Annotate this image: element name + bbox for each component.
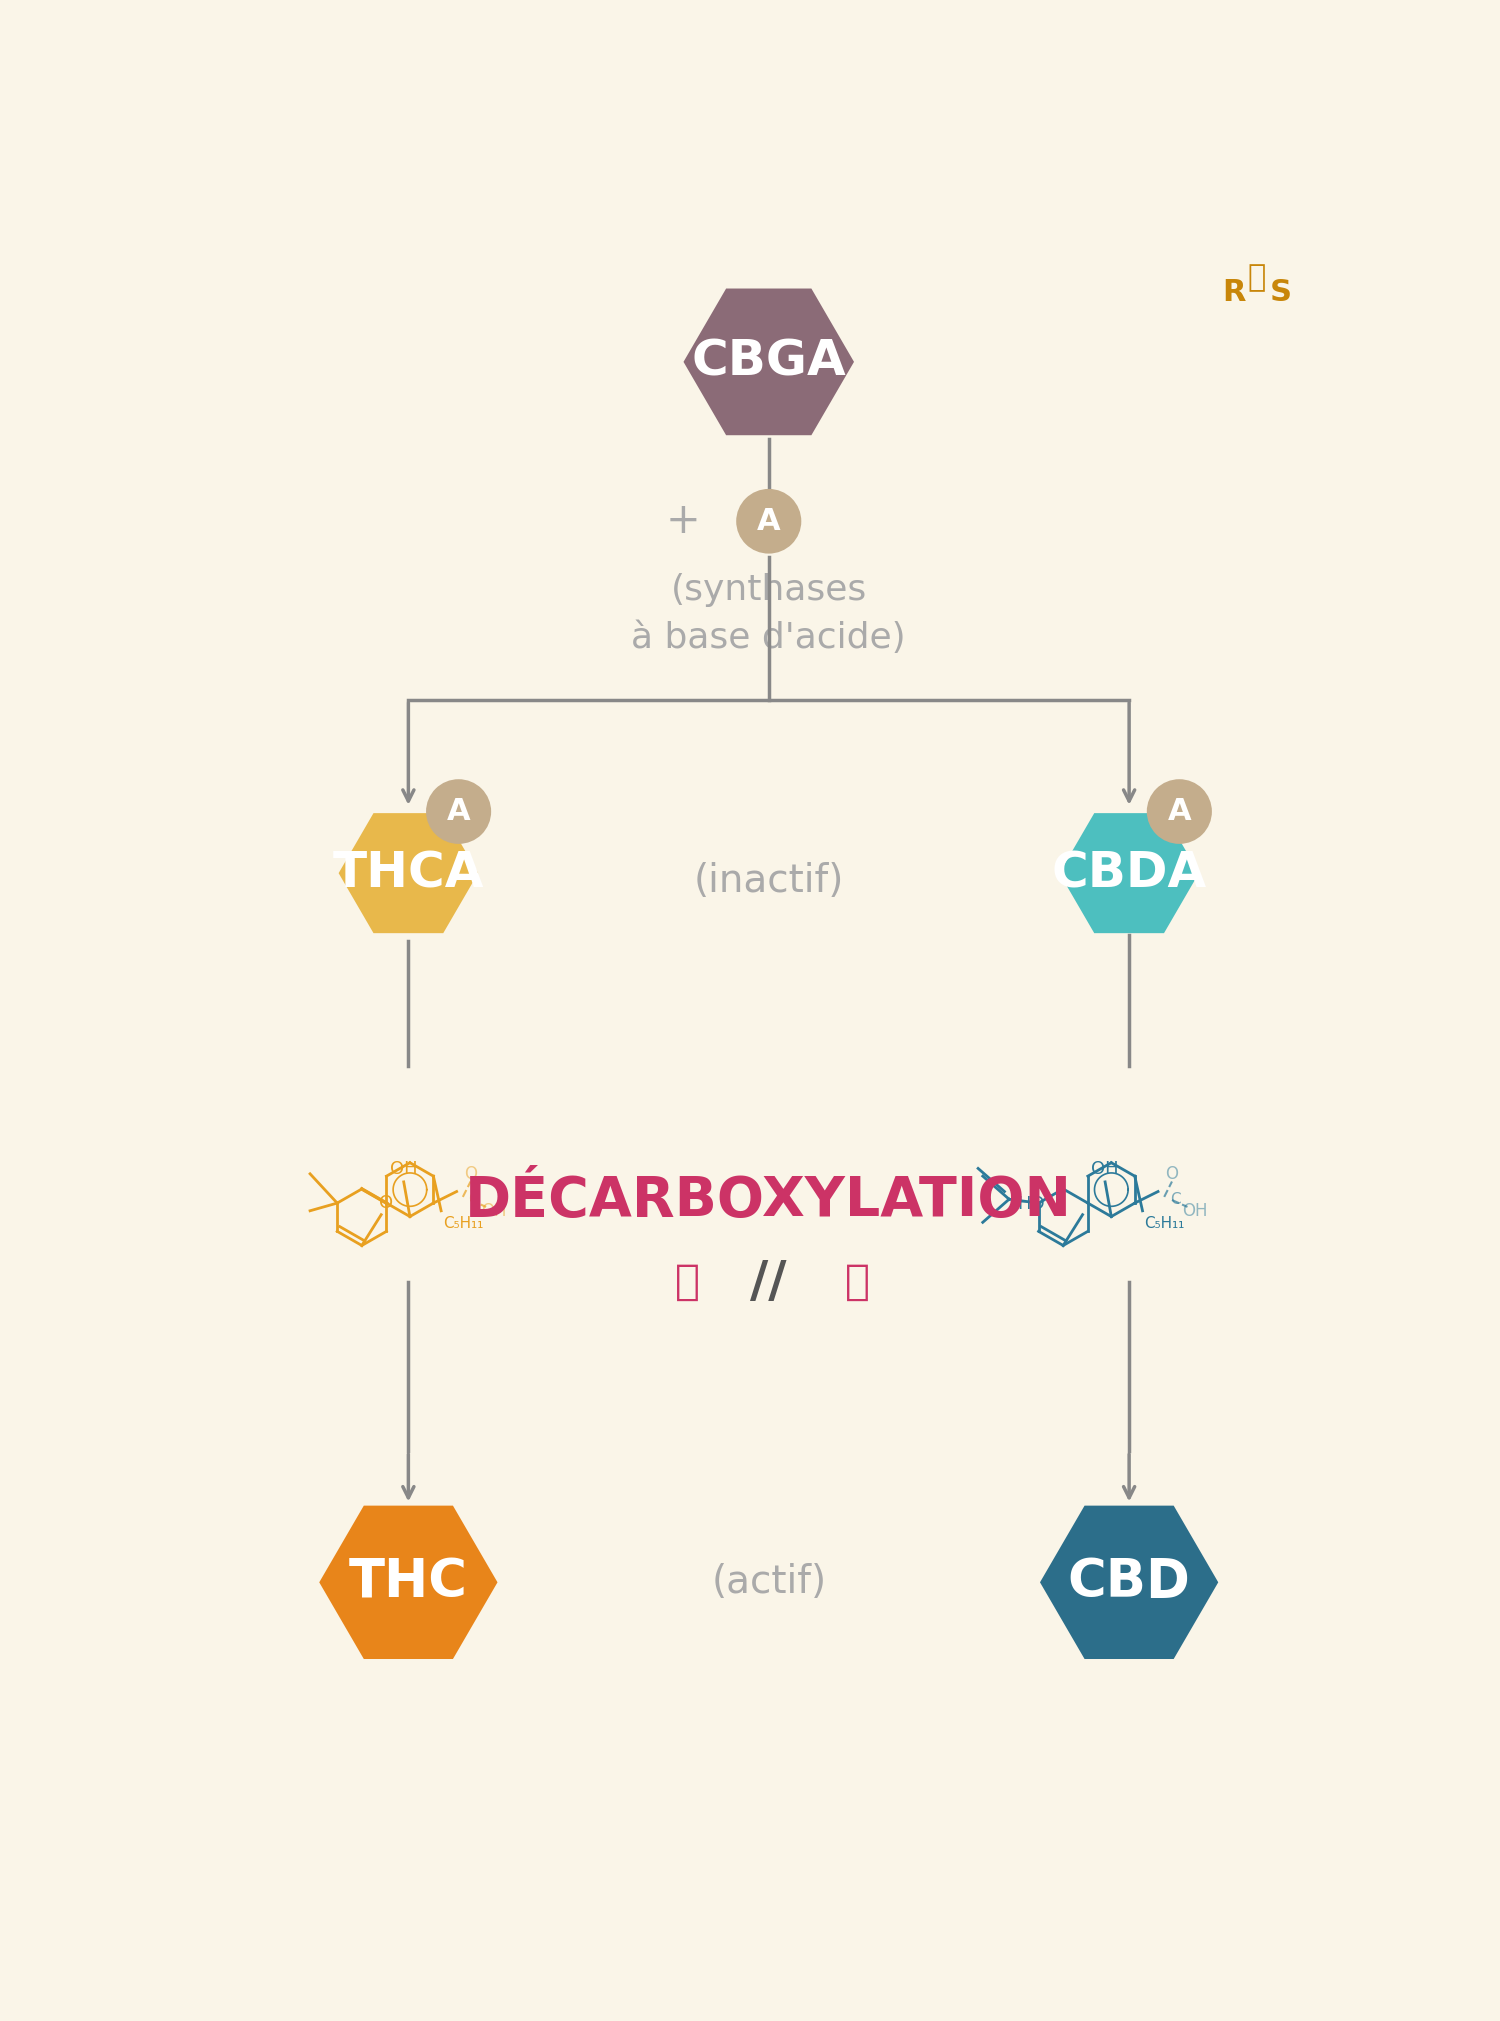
Text: CBDA: CBDA [1052, 849, 1206, 897]
Text: R: R [1222, 279, 1245, 307]
Text: (synthases: (synthases [670, 572, 867, 606]
Text: 🦁: 🦁 [1248, 263, 1266, 291]
Text: THC: THC [350, 1556, 468, 1609]
Text: 🕐: 🕐 [846, 1261, 870, 1304]
Text: HO: HO [1017, 1194, 1044, 1213]
Text: OH: OH [390, 1160, 417, 1178]
Text: C₅H₁₁: C₅H₁₁ [1144, 1217, 1185, 1231]
Polygon shape [1040, 1506, 1218, 1659]
Text: CBD: CBD [1068, 1556, 1191, 1609]
Text: (actif): (actif) [711, 1564, 827, 1601]
Text: (inactif): (inactif) [693, 861, 844, 899]
Text: OH: OH [1182, 1202, 1208, 1221]
Text: A: A [1167, 796, 1191, 827]
Text: à base d'acide): à base d'acide) [632, 620, 906, 655]
Text: OH: OH [1092, 1160, 1119, 1178]
Text: OH: OH [482, 1202, 507, 1221]
Polygon shape [1059, 812, 1198, 934]
Text: C₅H₁₁: C₅H₁₁ [442, 1217, 483, 1231]
Text: O: O [464, 1164, 477, 1182]
Text: //: // [750, 1257, 788, 1306]
Text: A: A [758, 507, 780, 536]
Polygon shape [320, 1506, 498, 1659]
Text: O: O [1166, 1164, 1179, 1182]
Text: DÉCARBOXYLATION: DÉCARBOXYLATION [465, 1174, 1072, 1229]
Circle shape [1148, 780, 1212, 845]
Circle shape [736, 489, 801, 554]
Text: C: C [1170, 1192, 1180, 1207]
Text: C: C [468, 1192, 478, 1207]
Text: +: + [666, 501, 700, 542]
Text: 🔥: 🔥 [675, 1261, 700, 1304]
Text: S: S [1269, 279, 1292, 307]
Text: THCA: THCA [333, 849, 484, 897]
Text: O: O [380, 1194, 393, 1213]
Text: CBGA: CBGA [692, 338, 846, 386]
Polygon shape [684, 289, 853, 435]
Text: A: A [447, 796, 471, 827]
Polygon shape [339, 812, 478, 934]
Circle shape [426, 780, 490, 845]
